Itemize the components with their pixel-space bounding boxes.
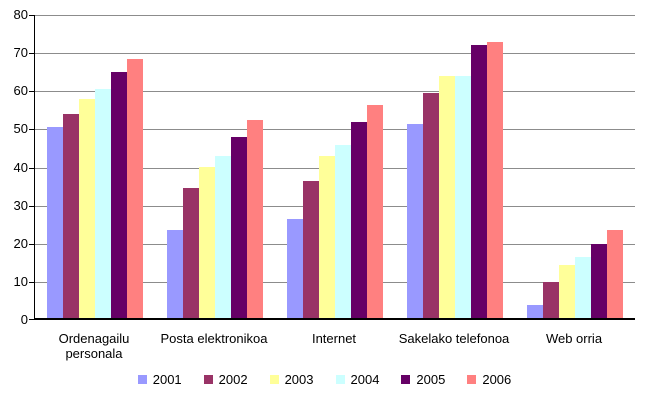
plot-area <box>29 15 635 320</box>
bar-2001-internet <box>287 219 303 320</box>
y-axis-tick-60 <box>29 91 34 93</box>
gridline-80 <box>35 15 635 16</box>
bar-2005-posta-elektronikoa <box>231 137 247 320</box>
y-axis-tick-40 <box>29 167 34 169</box>
y-axis-tick-80 <box>29 15 34 16</box>
legend-entry-2003: 2003 <box>269 372 314 387</box>
bar-2001-sakelako-telefonoa <box>407 124 423 320</box>
bar-2006-ordenagailu-personala <box>127 59 143 320</box>
bar-2006-sakelako-telefonoa <box>487 42 503 320</box>
bar-2004-internet <box>335 145 351 320</box>
bar-2002-web-orria <box>543 282 559 320</box>
bar-2002-posta-elektronikoa <box>183 188 199 320</box>
legend-label-2005: 2005 <box>416 372 446 387</box>
bar-2004-web-orria <box>575 257 591 320</box>
y-axis-tick-70 <box>29 53 34 55</box>
y-axis-tick-label-0: 0 <box>20 312 28 327</box>
bar-2004-posta-elektronikoa <box>215 156 231 320</box>
legend-label-2004: 2004 <box>350 372 380 387</box>
legend-swatch-2002 <box>203 375 213 384</box>
bar-2006-posta-elektronikoa <box>247 120 263 320</box>
x-axis-line <box>34 318 635 320</box>
legend-swatch-2005 <box>401 375 411 384</box>
legend: 2001 2002 2003 2004 2005 2006 <box>0 372 649 387</box>
y-axis-tick-50 <box>29 129 34 131</box>
y-axis-tick-label-70: 70 <box>13 45 28 61</box>
legend-label-2001: 2001 <box>152 372 182 387</box>
legend-label-2006: 2006 <box>482 372 512 387</box>
bar-2002-sakelako-telefonoa <box>423 93 439 320</box>
y-axis-tick-label-10: 10 <box>13 273 28 289</box>
gridline-70 <box>35 53 635 55</box>
category-label-ordenagailu-personala: Ordenagailu personala <box>58 331 130 361</box>
bar-2005-internet <box>351 122 367 320</box>
legend-swatch-2004 <box>335 375 345 384</box>
y-axis-tick-label-60: 60 <box>13 83 28 99</box>
category-label-posta-elektronikoa: Posta elektronikoa <box>160 331 268 346</box>
legend-entry-2001: 2001 <box>137 372 182 387</box>
legend-label-2003: 2003 <box>284 372 314 387</box>
y-axis-tick-label-20: 20 <box>13 235 28 251</box>
category-label-internet: Internet <box>311 331 357 346</box>
bar-2003-internet <box>319 156 335 320</box>
bar-2002-ordenagailu-personala <box>63 114 79 320</box>
y-axis-tick-label-40: 40 <box>13 159 28 175</box>
bar-2006-internet <box>367 105 383 320</box>
bar-2004-ordenagailu-personala <box>95 89 111 320</box>
legend-swatch-2001 <box>137 375 147 384</box>
y-axis-tick-label-80: 80 <box>13 7 28 22</box>
bar-2003-web-orria <box>559 265 575 320</box>
gridline-50 <box>35 129 635 131</box>
bar-2004-sakelako-telefonoa <box>455 76 471 320</box>
bar-2006-web-orria <box>607 230 623 320</box>
bar-2005-web-orria <box>591 244 607 320</box>
bar-2003-sakelako-telefonoa <box>439 76 455 320</box>
y-axis-tick-20 <box>29 243 34 245</box>
bar-2003-ordenagailu-personala <box>79 99 95 320</box>
legend-entry-2004: 2004 <box>335 372 380 387</box>
bar-2001-web-orria <box>527 305 543 320</box>
y-axis-tick-label-50: 50 <box>13 121 28 137</box>
category-label-web-orria: Web orria <box>545 331 603 346</box>
gridline-60 <box>35 91 635 93</box>
bar-2001-ordenagailu-personala <box>47 127 63 320</box>
bar-2003-posta-elektronikoa <box>199 167 215 320</box>
bar-2005-ordenagailu-personala <box>111 72 127 320</box>
category-label-sakelako-telefonoa: Sakelako telefonoa <box>398 331 510 346</box>
bar-2001-posta-elektronikoa <box>167 230 183 320</box>
legend-entry-2005: 2005 <box>401 372 445 387</box>
legend-entry-2006: 2006 <box>467 372 511 387</box>
legend-label-2002: 2002 <box>218 372 248 387</box>
y-axis-tick-label-30: 30 <box>13 197 28 213</box>
bar-2005-sakelako-telefonoa <box>471 45 487 320</box>
legend-entry-2002: 2002 <box>203 372 248 387</box>
y-axis-tick-10 <box>29 281 34 283</box>
y-axis-tick-0 <box>29 319 34 320</box>
legend-swatch-2006 <box>467 375 477 384</box>
y-axis-tick-30 <box>29 205 34 207</box>
bar-2002-internet <box>303 181 319 320</box>
legend-swatch-2003 <box>269 375 279 384</box>
